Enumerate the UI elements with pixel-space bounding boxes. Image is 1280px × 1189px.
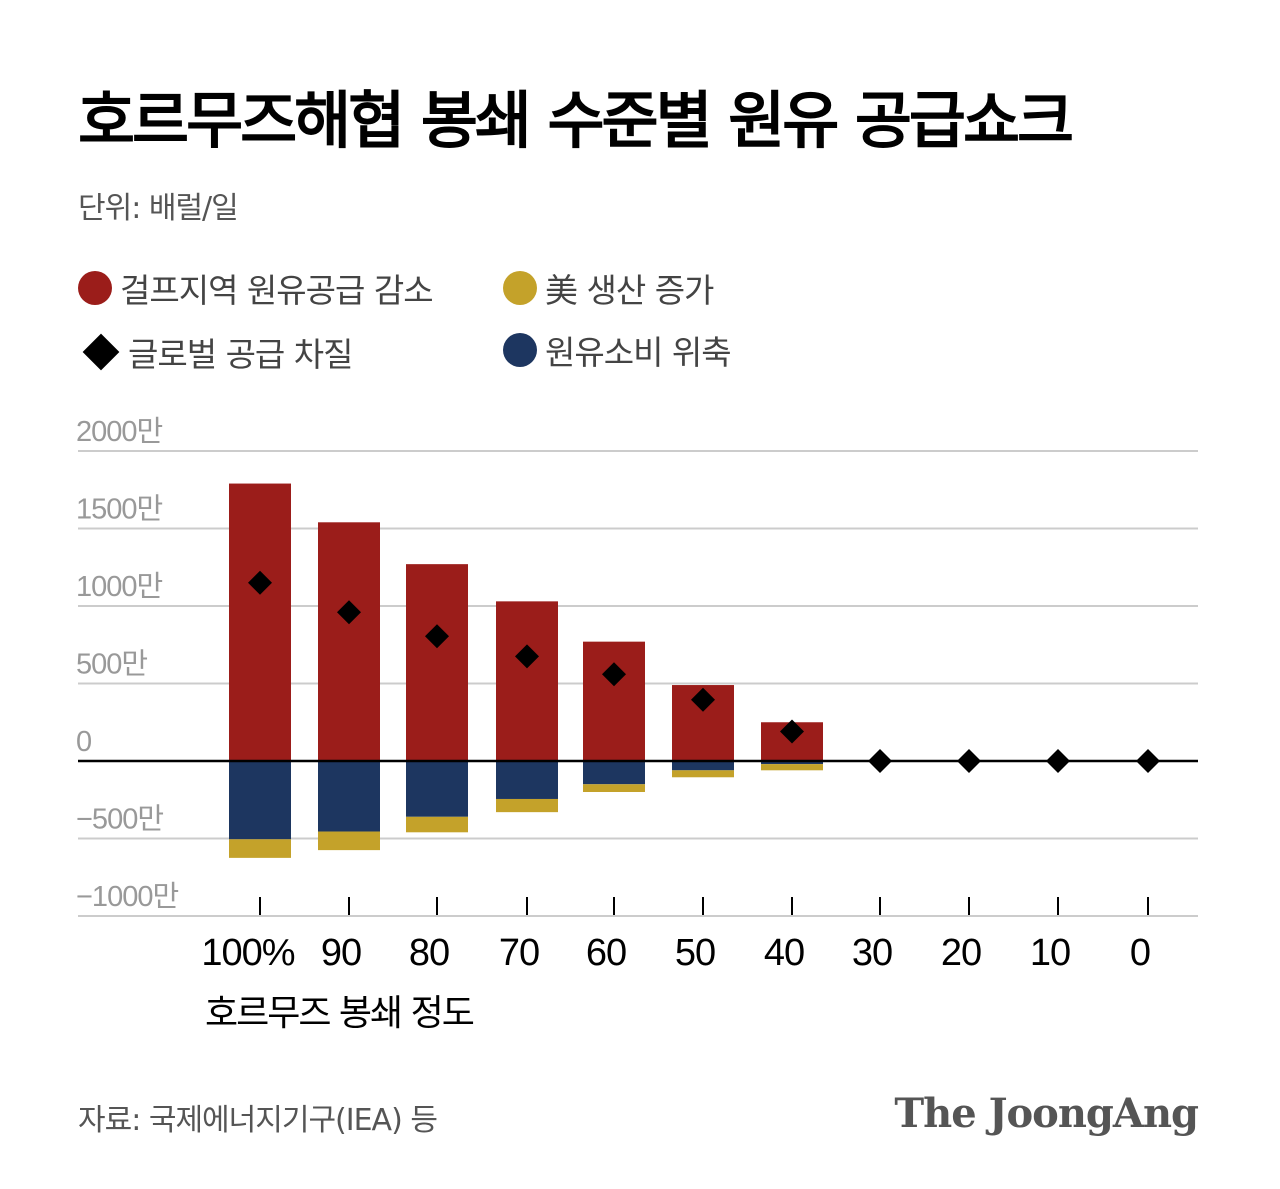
y-tick-label: −500만: [76, 804, 163, 836]
y-tick-label: 2000만: [76, 416, 163, 448]
chart: 2000만 1500만 1000만 500만 0 −500만 −1000만 100% 90 80 7…: [76, 416, 1198, 1034]
bar-gulf-supply: [318, 522, 380, 761]
x-axis-label: 호르무즈 봉쇄 정도: [205, 993, 474, 1034]
x-tick-label: 10: [1030, 932, 1070, 974]
unit-label: 단위: 배럴/일: [78, 191, 239, 226]
bar-consumption: [318, 761, 380, 832]
diamond-global-disruption: [691, 687, 715, 712]
legend-label: 원유소비 위축: [545, 333, 732, 372]
y-tick-label: 1000만: [76, 571, 163, 603]
bar-us-production: [496, 798, 558, 813]
circle-icon: [78, 271, 112, 305]
y-tick-label: 500만: [76, 649, 147, 681]
x-tick-label: 50: [675, 932, 715, 974]
diamond-global-disruption: [515, 644, 539, 669]
bar-consumption: [229, 761, 291, 840]
bar-us-production: [318, 831, 380, 851]
bar-consumption: [672, 761, 734, 771]
x-tick-label: 60: [586, 932, 626, 974]
legend-label: 글로벌 공급 차질: [128, 335, 353, 374]
x-tick-label: 30: [852, 932, 892, 974]
diamond-global-disruption: [602, 662, 626, 687]
bar-gulf-supply: [229, 483, 291, 761]
bar-us-production: [229, 839, 291, 858]
x-tick-label: 100%: [201, 932, 294, 974]
bar-gulf-supply: [583, 641, 645, 761]
diamond-global-disruption: [868, 749, 892, 773]
chart-title: 호르무즈해협 봉쇄 수준별 원유 공급쇼크: [78, 84, 1074, 157]
bar-us-production: [406, 816, 468, 833]
bar-consumption: [496, 761, 558, 799]
y-tick-label: −1000만: [76, 881, 178, 913]
x-tick-label: 80: [409, 932, 449, 974]
legend-global: 글로벌 공급 차질: [82, 328, 353, 376]
legend-gulf: 걸프지역 원유공급 감소: [78, 264, 434, 312]
x-tick-label: 40: [764, 932, 804, 974]
diamond-global-disruption: [337, 600, 361, 625]
bar-consumption: [406, 761, 468, 817]
bar-gulf-supply: [406, 564, 468, 761]
bar-us-production: [672, 770, 734, 778]
legend-us: 美 생산 증가: [503, 264, 714, 312]
legend-label: 걸프지역 원유공급 감소: [120, 271, 434, 310]
diamond-global-disruption: [957, 749, 981, 773]
y-tick-label: 1500만: [76, 494, 163, 526]
x-tick-label: 70: [499, 932, 539, 974]
bar-consumption: [761, 761, 823, 765]
legend-label: 美 생산 증가: [545, 271, 714, 310]
brand-logo: The JoongAng: [894, 1090, 1199, 1137]
diamond-global-disruption: [1136, 749, 1160, 773]
diamond-global-disruption: [425, 624, 449, 649]
diamond-global-disruption: [780, 719, 804, 744]
source-note: 자료: 국제에너지기구(IEA) 등: [78, 1103, 438, 1138]
diamond-global-disruption: [1046, 749, 1070, 773]
bar-us-production: [583, 784, 645, 792]
x-tick-label: 90: [321, 932, 361, 974]
legend-consumption: 원유소비 위축: [503, 326, 732, 374]
y-tick-label: 0: [76, 726, 91, 758]
x-tick-label: 0: [1130, 932, 1150, 974]
circle-icon: [503, 271, 537, 305]
circle-icon: [503, 333, 537, 367]
bar-us-production: [761, 764, 823, 771]
x-tick-label: 20: [941, 932, 981, 974]
bar-gulf-supply: [496, 601, 558, 761]
diamond-global-disruption: [248, 570, 272, 595]
bar-consumption: [583, 761, 645, 785]
